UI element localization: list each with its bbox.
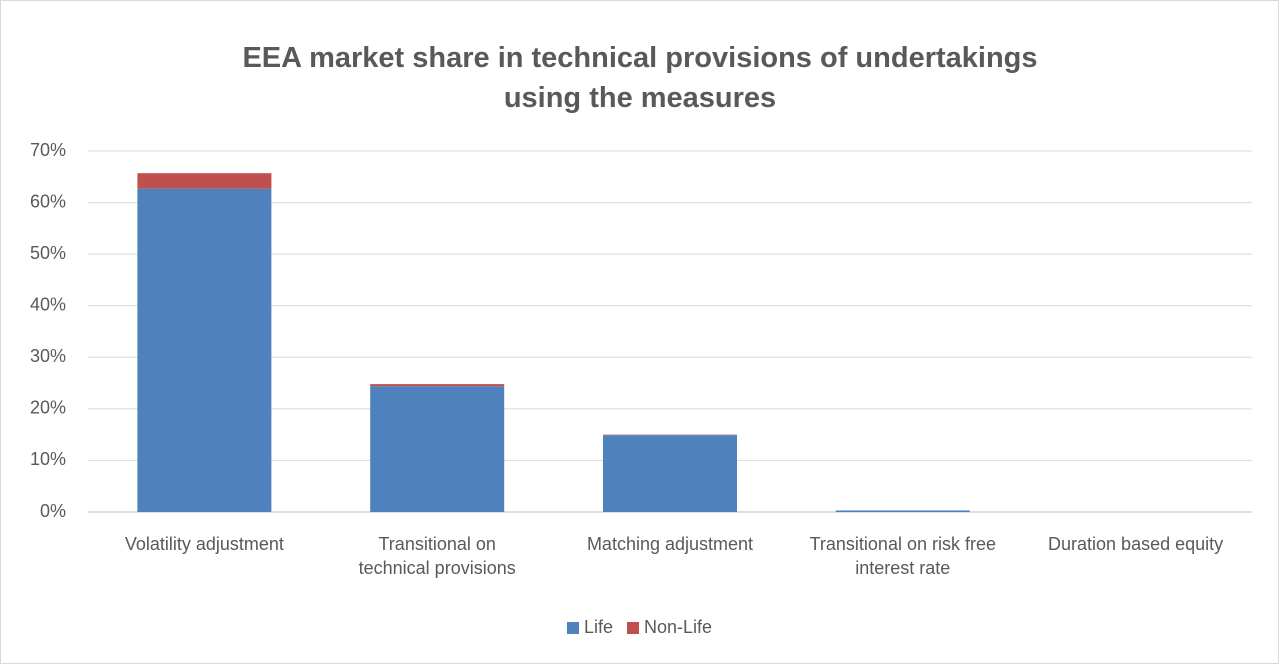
y-tick-label: 20%: [30, 398, 66, 418]
legend-label: Life: [583, 617, 613, 637]
chart-title: EEA market share in technical provisions…: [242, 42, 1038, 114]
legend-item: Non-Life: [626, 617, 713, 638]
y-tick-label: 70%: [30, 140, 66, 160]
legend: Life Non-Life: [0, 617, 1279, 638]
legend-item: Life: [566, 617, 613, 638]
y-tick-label: 30%: [30, 346, 66, 366]
bar-segment: [137, 173, 272, 189]
bar-segment: [370, 384, 505, 387]
y-tick-label: 10%: [30, 449, 66, 469]
bar-segment: [603, 435, 737, 512]
y-tick-label: 40%: [30, 294, 66, 314]
bar-segment: [835, 510, 970, 512]
x-tick-label: Matching adjustment: [586, 534, 754, 554]
y-tick-label: 0%: [40, 501, 66, 521]
x-tick-label: Transitional on technical provisions: [358, 534, 516, 578]
bar-segment: [603, 434, 737, 436]
legend-swatch: [626, 621, 639, 634]
y-tick-label: 60%: [30, 191, 66, 211]
x-tick-label: Duration based equity: [1048, 534, 1224, 554]
x-tick-label: Transitional on risk free interest rate: [809, 534, 996, 578]
y-tick-label: 50%: [30, 243, 66, 263]
legend-swatch: [566, 621, 579, 634]
x-tick-label: Volatility adjustment: [124, 534, 284, 554]
bar-segment: [137, 188, 272, 512]
bar-segment: [370, 386, 505, 512]
legend-label: Non-Life: [643, 617, 713, 637]
